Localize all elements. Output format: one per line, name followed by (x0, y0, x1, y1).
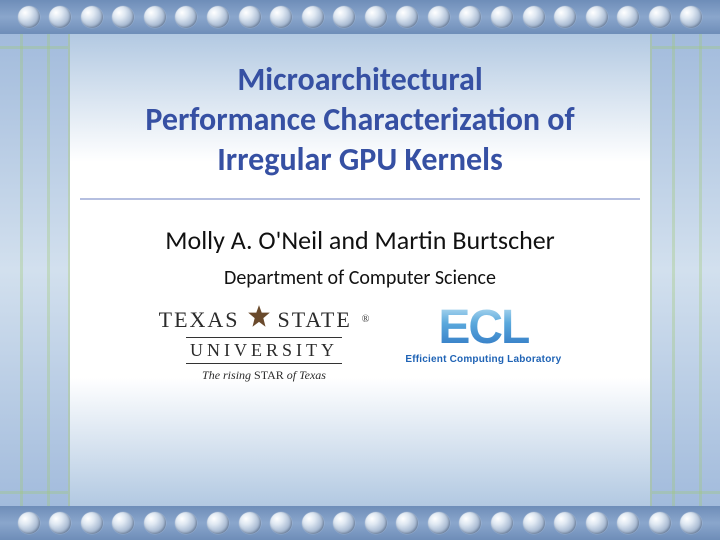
rivet-icon (333, 6, 355, 28)
rivet-icon (617, 512, 639, 534)
authors: Molly A. O'Neil and Martin Burtscher (80, 224, 640, 256)
rivet-icon (523, 512, 545, 534)
rivet-icon (270, 6, 292, 28)
rivet-icon (491, 512, 513, 534)
rivet-icon (270, 512, 292, 534)
pcb-panel-left (0, 34, 70, 506)
rivet-icon (396, 6, 418, 28)
rivet-icon (49, 512, 71, 534)
rivet-icon (112, 512, 134, 534)
rivet-icon (302, 512, 324, 534)
logo-row: TEXAS STATE ® UNIVERSITY The rising STAR… (80, 304, 640, 383)
tx-university-text: UNIVERSITY (186, 337, 342, 364)
rivet-icon (428, 6, 450, 28)
rivet-strip-top (0, 0, 720, 34)
rivet-icon (207, 6, 229, 28)
department: Department of Computer Science (80, 266, 640, 290)
rivet-icon (144, 512, 166, 534)
rivet-icon (18, 512, 40, 534)
tx-texas-text: TEXAS (159, 307, 240, 333)
rivet-icon (586, 512, 608, 534)
rivet-icon (428, 512, 450, 534)
title-line-3: Irregular GPU Kernels (80, 140, 640, 180)
ecl-logo: ECL Efficient Computing Laboratory (405, 304, 561, 365)
rivet-icon (81, 6, 103, 28)
rivet-icon (302, 6, 324, 28)
ecl-fullname: Efficient Computing Laboratory (405, 354, 561, 365)
rivet-icon (649, 512, 671, 534)
tx-tagline: The rising STAR of Texas (159, 368, 370, 383)
rivet-icon (649, 6, 671, 28)
ecl-abbr: ECL (405, 304, 561, 352)
rivet-icon (617, 6, 639, 28)
registered-icon: ® (362, 314, 370, 325)
slide-title: Microarchitectural Performance Character… (80, 60, 640, 180)
rivet-icon (112, 6, 134, 28)
rivet-icon (207, 512, 229, 534)
rivet-icon (586, 6, 608, 28)
rivet-icon (239, 6, 261, 28)
pcb-panel-right (650, 34, 720, 506)
title-line-1: Microarchitectural (80, 60, 640, 100)
rivet-icon (459, 6, 481, 28)
rivet-icon (239, 512, 261, 534)
rivet-icon (680, 512, 702, 534)
rivet-icon (554, 512, 576, 534)
rivet-icon (523, 6, 545, 28)
rivet-icon (396, 512, 418, 534)
rivet-icon (680, 6, 702, 28)
rivet-icon (459, 512, 481, 534)
rivet-icon (365, 6, 387, 28)
rivet-icon (49, 6, 71, 28)
rivet-icon (175, 512, 197, 534)
rivet-icon (365, 512, 387, 534)
rivet-strip-bottom (0, 506, 720, 540)
rivet-icon (81, 512, 103, 534)
rivet-icon (144, 6, 166, 28)
title-divider (80, 198, 640, 200)
rivet-icon (333, 512, 355, 534)
tx-state-text: STATE (278, 307, 352, 333)
rivet-icon (491, 6, 513, 28)
texas-state-logo: TEXAS STATE ® UNIVERSITY The rising STAR… (159, 304, 370, 383)
rivet-icon (554, 6, 576, 28)
slide-content: Microarchitectural Performance Character… (80, 60, 640, 383)
star-icon (246, 304, 272, 335)
rivet-icon (18, 6, 40, 28)
rivet-icon (175, 6, 197, 28)
title-line-2: Performance Characterization of (80, 100, 640, 140)
